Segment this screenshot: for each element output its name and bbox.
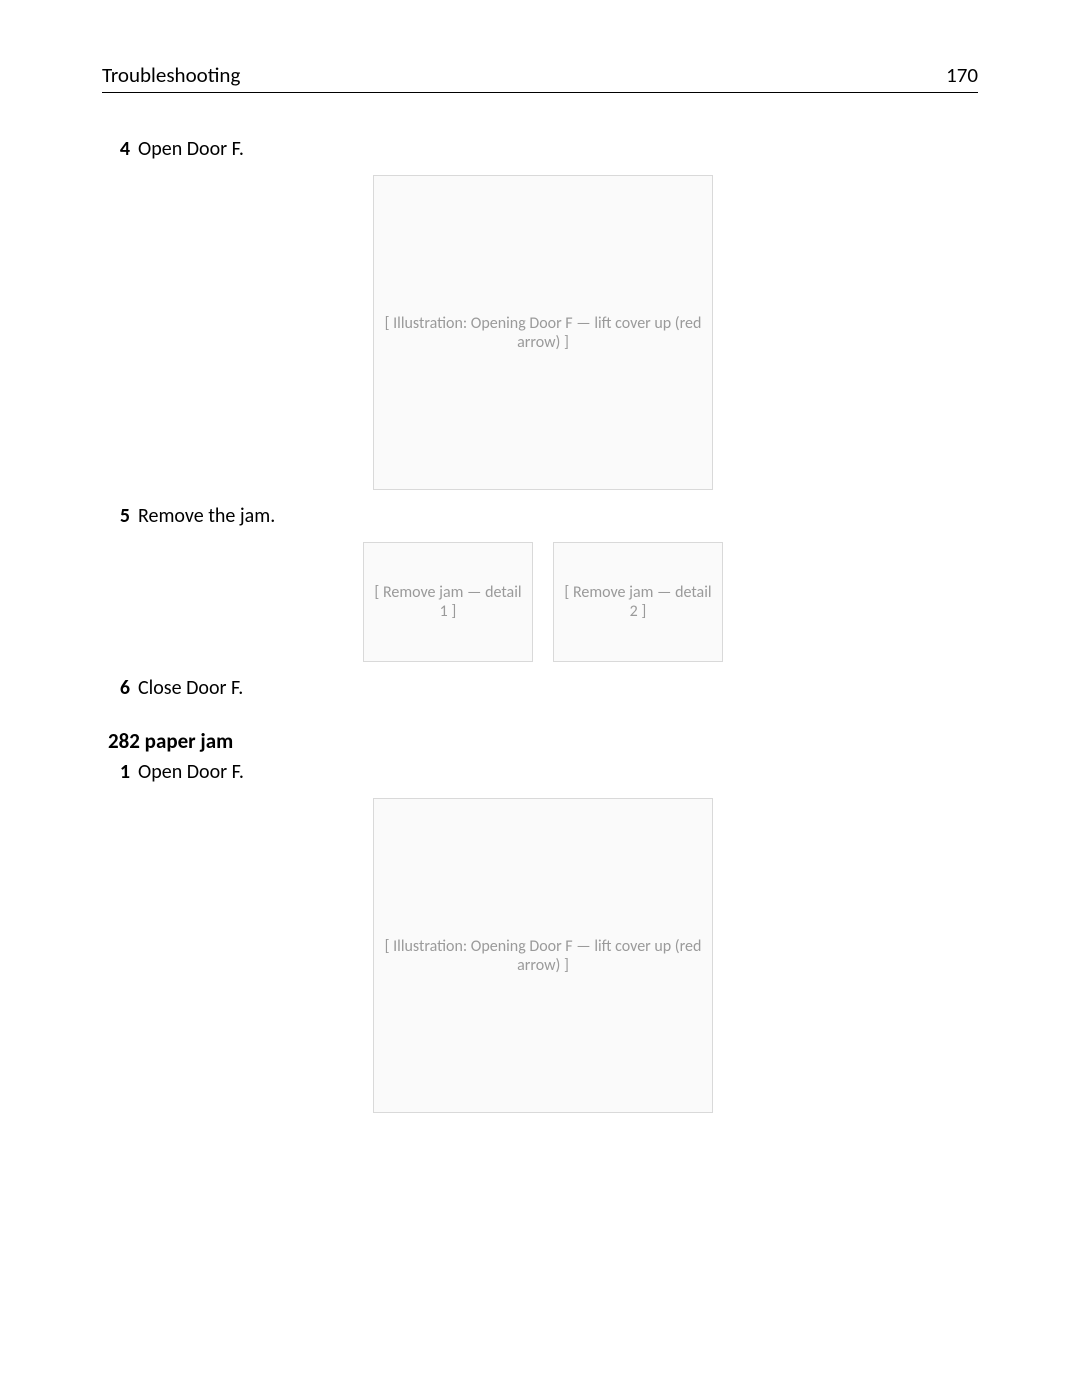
page-header: Troubleshooting 170 xyxy=(102,62,978,93)
figure-remove-jam-pair: [ Remove jam — detail 1 ] [ Remove jam —… xyxy=(108,542,978,662)
step-text: Open Door F. xyxy=(138,137,244,161)
step-text: Close Door F. xyxy=(138,676,243,700)
step-number: 1 xyxy=(108,760,130,784)
step-number: 5 xyxy=(108,504,130,528)
step-5: 5 Remove the jam. xyxy=(108,504,978,528)
figure-open-door-f-2: [ Illustration: Opening Door F — lift co… xyxy=(108,798,978,1113)
page: Troubleshooting 170 4 Open Door F. [ Ill… xyxy=(0,0,1080,1397)
figure-placeholder: [ Remove jam — detail 1 ] xyxy=(363,542,533,662)
step-1: 1 Open Door F. xyxy=(108,760,978,784)
figure-placeholder: [ Illustration: Opening Door F — lift co… xyxy=(373,175,713,490)
step-6: 6 Close Door F. xyxy=(108,676,978,700)
figure-open-door-f-1: [ Illustration: Opening Door F — lift co… xyxy=(108,175,978,490)
step-text: Remove the jam. xyxy=(138,504,275,528)
figure-placeholder: [ Illustration: Opening Door F — lift co… xyxy=(373,798,713,1113)
step-number: 4 xyxy=(108,137,130,161)
steps-block-a: 4 Open Door F. [ Illustration: Opening D… xyxy=(102,137,978,1113)
header-page-number: 170 xyxy=(946,62,978,88)
header-title: Troubleshooting xyxy=(102,62,240,88)
section-heading-282: 282 paper jam xyxy=(108,728,978,754)
step-text: Open Door F. xyxy=(138,760,244,784)
step-4: 4 Open Door F. xyxy=(108,137,978,161)
figure-placeholder: [ Remove jam — detail 2 ] xyxy=(553,542,723,662)
step-number: 6 xyxy=(108,676,130,700)
